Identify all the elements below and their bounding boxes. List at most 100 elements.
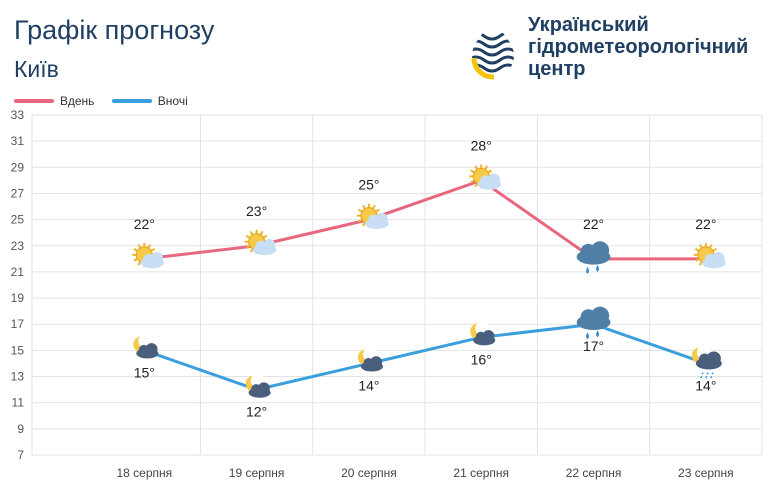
y-tick-label: 33	[11, 108, 25, 122]
moon-cloud-icon	[133, 334, 159, 359]
sun-ray	[362, 204, 366, 210]
legend-label-night: Вночі	[157, 94, 188, 108]
legend-item-night: Вночі	[111, 94, 188, 108]
legend-item-day: Вдень	[14, 94, 94, 108]
rain-drop	[586, 266, 590, 274]
cloud-shape	[576, 306, 611, 331]
moon-cloud-icon	[357, 347, 383, 372]
sun-ray	[259, 230, 264, 236]
y-tick-label: 25	[11, 213, 25, 227]
night-series-line	[143, 322, 707, 392]
data-label: 14°	[695, 377, 716, 393]
sun-ray	[694, 247, 700, 252]
sun-ray	[263, 234, 268, 239]
sun-ray	[362, 222, 366, 227]
rain-cloud-icon	[576, 306, 611, 340]
cloud-shape	[576, 241, 611, 265]
y-tick-label: 11	[12, 396, 25, 410]
y-tick-label: 19	[11, 291, 25, 305]
data-label: 22°	[134, 216, 155, 232]
cloud-part	[482, 330, 495, 343]
y-tick-label: 17	[11, 317, 25, 331]
sun-ray	[474, 182, 479, 188]
cloud-part	[712, 252, 725, 265]
rain-streak	[705, 372, 709, 379]
x-tick-label: 23 серпня	[678, 466, 734, 480]
y-tick-label: 9	[17, 422, 24, 436]
sun-ray	[358, 218, 363, 223]
x-tick-label: 21 серпня	[453, 466, 509, 480]
cloud-part	[150, 252, 164, 265]
legend-swatch-night	[111, 99, 152, 103]
cloud-shape	[477, 173, 501, 190]
cloud-shape	[702, 252, 726, 269]
sun-ray	[133, 257, 138, 262]
org-name-line: Український	[528, 14, 649, 36]
sun-ray	[245, 234, 251, 239]
data-label: 28°	[471, 137, 492, 153]
city-name: Київ	[14, 56, 59, 82]
y-tick-label: 15	[11, 343, 25, 357]
rain-drop	[596, 264, 600, 272]
y-tick-label: 29	[11, 160, 25, 174]
cloud-part	[375, 212, 388, 226]
cloud-shape	[360, 356, 383, 372]
sun-ray	[245, 244, 251, 249]
rain-streak	[700, 372, 704, 379]
rain-drop	[586, 332, 590, 340]
sun-ray	[137, 261, 142, 266]
sun-ray	[249, 230, 254, 236]
cloud-shape	[248, 382, 271, 398]
sun-ray	[470, 179, 475, 184]
sun-cloud-icon	[469, 164, 501, 190]
moon-cloud-icon	[470, 321, 496, 346]
cloud-part	[257, 382, 270, 395]
sun-ray	[249, 248, 254, 253]
sun-ray	[137, 243, 142, 249]
data-label: 12°	[246, 404, 267, 420]
x-tick-label: 20 серпня	[341, 466, 397, 480]
legend-swatch-day	[14, 99, 54, 103]
org-name-line: центр	[528, 58, 586, 80]
sun-ray	[150, 247, 156, 252]
org-name-line: гідрометеорологічний	[528, 36, 749, 58]
cloud-part	[262, 238, 276, 252]
page-title: Графік прогнозу	[14, 15, 215, 45]
org-logo-block: Український гідрометеорологічний центр	[464, 14, 774, 84]
sun-cloud-icon	[693, 242, 726, 269]
data-label: 17°	[583, 338, 604, 354]
org-name: Український гідрометеорологічний центр	[528, 14, 748, 80]
cloud-shape	[473, 330, 496, 346]
sun-ray	[375, 208, 380, 213]
cloud-part	[590, 306, 610, 325]
moon-rain-icon	[691, 345, 722, 379]
cloud-shape	[140, 252, 165, 269]
rain-cloud-icon	[576, 241, 611, 274]
sun-ray	[698, 261, 703, 266]
chart-legend: Вдень Вночі	[14, 92, 202, 108]
sun-ray	[694, 257, 700, 262]
moon-cloud-icon	[245, 373, 271, 398]
data-label: 22°	[583, 216, 604, 232]
sun-ray	[470, 169, 475, 174]
legend-label-day: Вдень	[60, 94, 95, 108]
cloud-part	[590, 241, 610, 260]
rain-drop	[596, 330, 600, 338]
y-tick-label: 7	[17, 448, 24, 462]
day-series-line	[144, 178, 706, 261]
cloud-shape	[695, 351, 722, 370]
cloud-part	[487, 173, 501, 187]
data-label: 23°	[246, 203, 267, 219]
cloud-part	[706, 351, 721, 366]
cloud-part	[370, 356, 383, 369]
rain-streak	[710, 372, 714, 379]
sun-ray	[484, 165, 489, 170]
data-label: 22°	[695, 216, 716, 232]
cloud-shape	[252, 238, 277, 256]
sun-ray	[372, 204, 376, 210]
y-tick-label: 31	[11, 134, 25, 148]
cloud-shape	[136, 343, 159, 359]
data-label: 15°	[134, 364, 155, 380]
sun-ray	[147, 243, 152, 249]
